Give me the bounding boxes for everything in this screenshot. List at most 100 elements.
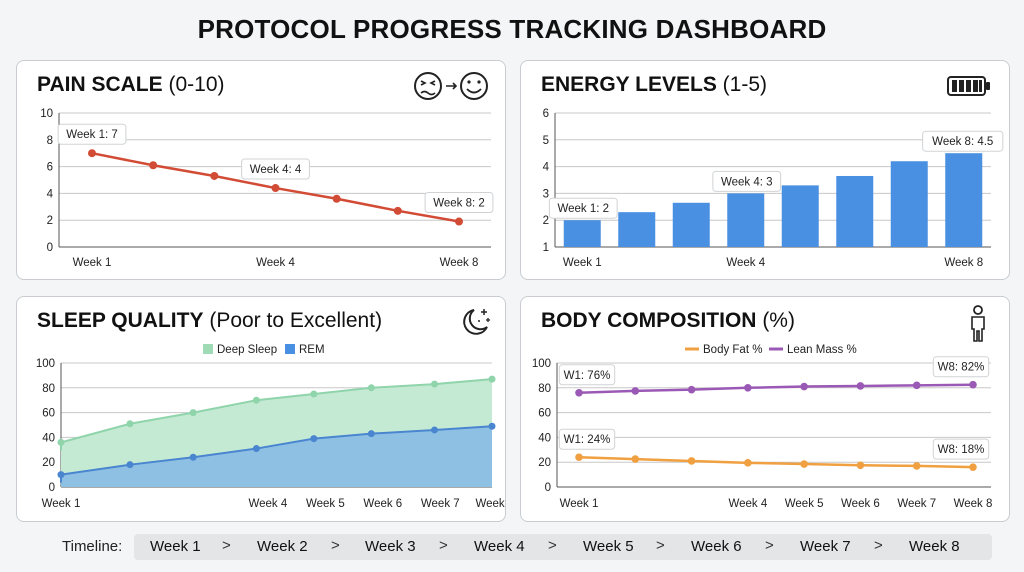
sleep-rem-point [252, 445, 260, 453]
sleep-deep-point [189, 409, 197, 417]
timeline-week-5[interactable]: Week 5 [583, 538, 634, 555]
energy-xtick-label: Week 4 [726, 257, 765, 269]
body-ytick-label: 0 [545, 482, 551, 494]
body-ytick-label: 40 [538, 432, 551, 444]
body-series-line [578, 455, 974, 469]
pain-ytick-label: 4 [47, 188, 54, 200]
body-callout: W1: 76% [558, 364, 616, 386]
body-callout: W8: 18% [932, 438, 990, 460]
timeline-week-7[interactable]: Week 7 [800, 538, 851, 555]
body-callout-text: W1: 76% [564, 370, 611, 382]
timeline-week-1[interactable]: Week 1 [150, 538, 201, 555]
pain-scale-panel: PAIN SCALE (0-10) 0 2 4 6 8 10 Week 1 Week 4 Wee… [16, 60, 506, 280]
energy-levels-title: ENERGY LEVELS (1-5) [541, 73, 768, 96]
body-callout-box [558, 428, 616, 450]
sleep-xtick-label: Week 8 [475, 498, 505, 510]
pain-chart: 0 2 4 6 8 10 Week 1 Week 4 Week 8 Week 1: 7 Week 4… [40, 108, 494, 269]
face-improving-icon [414, 72, 488, 100]
timeline-week-4[interactable]: Week 4 [474, 538, 525, 555]
sleep-quality-panel: SLEEP QUALITY (Poor to Excellent) 0 20 40 6… [16, 296, 506, 522]
energy-chart: 1 2 3 4 5 6 Week 1 Week 4 Week 8 Week 1: 2 Week 4:… [543, 108, 1004, 269]
person-icon [971, 305, 985, 342]
body-point [912, 381, 921, 390]
pain-point [393, 206, 402, 215]
moon-stars-icon [463, 309, 490, 335]
pain-callout-box [424, 192, 494, 214]
sleep-deep-point [252, 396, 260, 404]
sleep-legend-label: REM [299, 344, 325, 356]
body-ytick-label: 20 [538, 457, 551, 469]
body-point [912, 462, 921, 470]
sleep-xtick-label: Week 5 [306, 498, 345, 510]
dashboard-title: PROTOCOL PROGRESS TRACKING DASHBOARD [197, 14, 827, 44]
pain-ytick-label: 6 [47, 162, 53, 174]
body-point [969, 463, 977, 471]
pain-scale-title: PAIN SCALE (0-10) [37, 73, 225, 96]
timeline-week-6[interactable]: Week 6 [691, 538, 742, 555]
sleep-ytick-label: 80 [42, 383, 55, 395]
pain-xtick-label: Week 1 [73, 257, 112, 269]
timeline-bar [134, 534, 992, 560]
energy-callout: Week 4: 3 [712, 170, 782, 192]
energy-callout-box [712, 170, 782, 192]
pain-point [455, 217, 463, 226]
pain-ytick-label: 2 [47, 215, 53, 227]
body-point [800, 382, 808, 391]
energy-callout-text: Week 1: 2 [557, 203, 609, 215]
timeline-arrow: > [439, 537, 448, 554]
energy-bar [781, 185, 819, 247]
pain-callout-box [241, 158, 310, 180]
sleep-legend-label: Deep Sleep [217, 344, 277, 356]
sleep-xtick-label: Week 4 [248, 498, 287, 510]
pain-ytick-label: 10 [40, 108, 53, 120]
body-point [800, 460, 808, 468]
energy-bar [618, 212, 656, 247]
energy-ytick-label: 2 [543, 215, 549, 227]
timeline-arrow: > [656, 537, 665, 554]
energy-callout: Week 8: 4.5 [922, 130, 1004, 152]
timeline-arrow: > [331, 537, 340, 554]
pain-callout: Week 1: 7 [57, 123, 127, 145]
energy-levels-panel: ENERGY LEVELS (1-5) 1 2 3 4 5 6 Week 1 Week 4 We… [520, 60, 1010, 280]
sleep-rem-point [488, 422, 496, 430]
energy-bar [727, 193, 765, 247]
sleep-deep-point [431, 380, 439, 388]
body-chart: 0 20 40 60 80 100 Body Fat % Lean Mass % Week 1 W… [532, 344, 993, 510]
energy-xtick-label: Week 8 [944, 257, 983, 269]
pain-point [210, 171, 219, 180]
body-callout-box [932, 438, 990, 460]
energy-bar [890, 161, 928, 247]
pain-xtick-label: Week 4 [256, 257, 295, 269]
sleep-deep-point [57, 438, 65, 446]
energy-bar [672, 202, 710, 247]
timeline-week-3[interactable]: Week 3 [365, 538, 416, 555]
timeline-week-2[interactable]: Week 2 [257, 538, 308, 555]
energy-bar [836, 175, 874, 247]
timeline-week-8[interactable]: Week 8 [909, 538, 960, 555]
energy-callout-box [548, 197, 618, 219]
pain-callout-text: Week 4: 4 [250, 164, 302, 176]
energy-ytick-label: 1 [543, 242, 549, 254]
body-xtick-label: Week 4 [728, 498, 767, 510]
sleep-ytick-label: 20 [42, 457, 55, 469]
sleep-legend-swatch [203, 344, 213, 354]
pain-point [332, 194, 341, 203]
pain-ytick-label: 0 [47, 242, 53, 254]
timeline-arrow: > [548, 537, 557, 554]
pain-point [271, 184, 280, 193]
body-callout: W8: 82% [932, 356, 990, 378]
pain-callout-text: Week 1: 7 [66, 129, 118, 141]
pain-callout-text: Week 8: 2 [433, 198, 485, 210]
energy-callout: Week 1: 2 [548, 197, 618, 219]
body-ytick-label: 100 [532, 358, 551, 370]
sleep-ytick-label: 100 [36, 358, 55, 370]
body-composition-title: BODY COMPOSITION (%) [541, 309, 795, 332]
sleep-rem-point [57, 471, 65, 479]
pain-callout: Week 4: 4 [241, 158, 310, 180]
sleep-xtick-label: Week 7 [421, 498, 460, 510]
timeline-label: Timeline: [62, 538, 123, 555]
sleep-deep-point [488, 375, 496, 383]
body-xtick-label: Week 5 [785, 498, 824, 510]
sleep-xtick-label: Week 6 [363, 498, 402, 510]
sleep-deep-point [310, 390, 318, 398]
